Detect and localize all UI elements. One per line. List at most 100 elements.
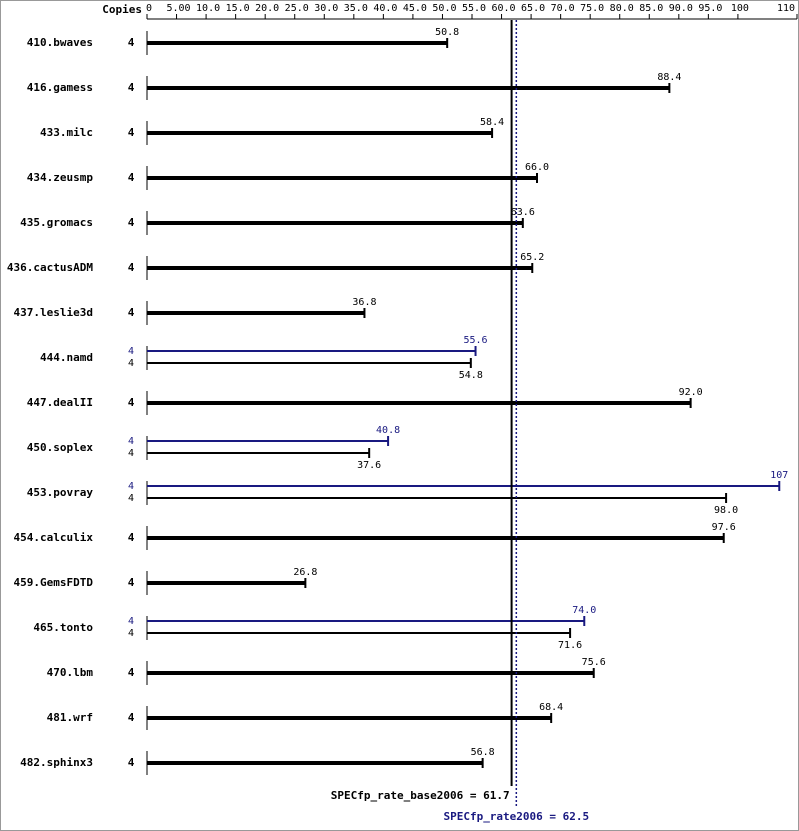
bar	[147, 497, 727, 499]
bar	[147, 266, 533, 270]
value-label: 50.8	[435, 27, 459, 38]
value-label: 54.8	[459, 370, 483, 381]
benchmark-name: 447.dealII	[27, 396, 93, 409]
copies-header: Copies	[102, 3, 142, 16]
x-tick-label: 65.0	[521, 3, 545, 14]
x-tick-label: 80.0	[610, 3, 634, 14]
benchmark-name: 437.leslie3d	[14, 306, 93, 319]
copies: 4	[128, 396, 135, 409]
x-tick-label: 5.00	[166, 3, 190, 14]
value-label: 75.6	[582, 657, 606, 668]
copies: 4	[128, 346, 134, 357]
bar	[147, 581, 306, 585]
copies: 4	[128, 306, 135, 319]
copies: 4	[128, 531, 135, 544]
x-tick-label: 85.0	[639, 3, 663, 14]
copies: 4	[128, 126, 135, 139]
bar	[147, 485, 780, 487]
value-label: 36.8	[352, 297, 376, 308]
benchmark-name: 416.gamess	[27, 81, 93, 94]
x-tick-label: 90.0	[669, 3, 693, 14]
x-tick-label: 0	[146, 3, 152, 14]
benchmark-name: 444.namd	[40, 351, 93, 364]
bar	[147, 41, 448, 45]
copies: 4	[128, 216, 135, 229]
benchmark-name: 435.gromacs	[20, 216, 93, 229]
x-tick-label: 15.0	[226, 3, 250, 14]
copies: 4	[128, 436, 134, 447]
bar	[147, 176, 537, 180]
reference-label: SPECfp_rate2006 = 62.5	[443, 810, 589, 823]
bar	[147, 131, 493, 135]
bar	[147, 440, 389, 442]
value-label: 74.0	[572, 605, 596, 616]
bar	[147, 632, 571, 634]
bar	[147, 86, 670, 90]
bar	[147, 401, 691, 405]
benchmark-name: 482.sphinx3	[20, 756, 93, 769]
bar	[147, 221, 523, 225]
bar	[147, 536, 724, 540]
x-tick-label: 70.0	[551, 3, 575, 14]
x-tick-label: 30.0	[314, 3, 338, 14]
benchmark-name: 410.bwaves	[27, 36, 93, 49]
value-label: 97.6	[712, 522, 736, 533]
copies: 4	[128, 36, 135, 49]
bar	[147, 350, 476, 352]
x-tick-label: 100	[731, 3, 749, 14]
bar	[147, 671, 594, 675]
benchmark-name: 453.povray	[27, 486, 94, 499]
value-label: 66.0	[525, 162, 549, 173]
copies: 4	[128, 576, 135, 589]
copies: 4	[128, 261, 135, 274]
benchmark-name: 465.tonto	[33, 621, 93, 634]
x-tick-label: 20.0	[255, 3, 279, 14]
bar	[147, 620, 585, 622]
x-tick-label: 35.0	[344, 3, 368, 14]
benchmark-name: 433.milc	[40, 126, 93, 139]
copies: 4	[128, 628, 134, 639]
benchmark-name: 459.GemsFDTD	[14, 576, 94, 589]
copies: 4	[128, 756, 135, 769]
value-label: 63.6	[511, 207, 535, 218]
x-tick-label: 40.0	[373, 3, 397, 14]
x-tick-label: 55.0	[462, 3, 486, 14]
value-label: 58.4	[480, 117, 504, 128]
bar	[147, 311, 365, 315]
benchmark-name: 434.zeusmp	[27, 171, 94, 184]
copies: 4	[128, 711, 135, 724]
bar	[147, 362, 471, 364]
bar	[147, 452, 370, 454]
value-label: 37.6	[357, 460, 381, 471]
bar	[147, 716, 552, 720]
reference-label: SPECfp_rate_base2006 = 61.7	[331, 789, 510, 802]
benchmark-name: 436.cactusADM	[7, 261, 93, 274]
copies: 4	[128, 616, 134, 627]
x-tick-label: 95.0	[698, 3, 722, 14]
value-label: 88.4	[657, 72, 681, 83]
copies: 4	[128, 493, 134, 504]
x-tick-label: 110	[777, 3, 795, 14]
benchmark-name: 454.calculix	[14, 531, 94, 544]
value-label: 98.0	[714, 505, 738, 516]
value-label: 65.2	[520, 252, 544, 263]
value-label: 26.8	[293, 567, 317, 578]
x-tick-label: 75.0	[580, 3, 604, 14]
benchmark-name: 470.lbm	[47, 666, 94, 679]
copies: 4	[128, 81, 135, 94]
value-label: 55.6	[463, 335, 487, 346]
copies: 4	[128, 481, 134, 492]
value-label: 92.0	[679, 387, 703, 398]
x-tick-label: 50.0	[432, 3, 456, 14]
copies: 4	[128, 448, 134, 459]
copies: 4	[128, 358, 134, 369]
value-label: 56.8	[471, 747, 495, 758]
copies: 4	[128, 666, 135, 679]
bar	[147, 761, 483, 765]
x-tick-label: 10.0	[196, 3, 220, 14]
copies: 4	[128, 171, 135, 184]
benchmark-name: 481.wrf	[47, 711, 93, 724]
value-label: 107	[770, 470, 788, 481]
